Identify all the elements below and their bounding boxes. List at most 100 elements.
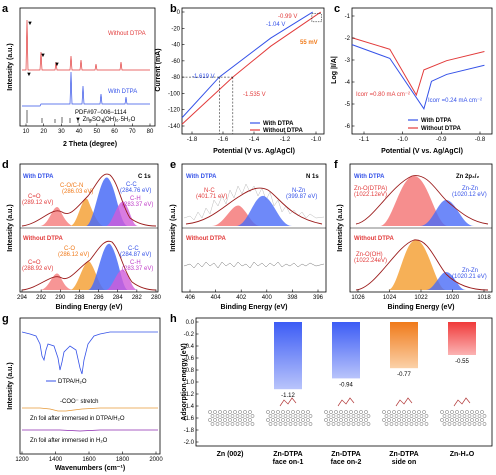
panel-f-top-peak-1: Zn-O(DTPA) (354, 186, 387, 192)
panel-d-bottom-peak-3-ev: (284.87 eV) (120, 252, 151, 258)
panel-f-top-peak-2-ev: (1020.12 eV) (452, 192, 487, 198)
panel-h-bar-value: -0.77 (397, 372, 411, 378)
panel-h-bar (448, 322, 476, 355)
panel-a-legend-top: Without DTPA (108, 31, 146, 37)
panel-e-xticks: 406 404 402 400 398 396 (185, 289, 324, 301)
panel-h-category-label: Zn (002) (217, 451, 244, 458)
panel-e-title: N 1s (306, 174, 319, 180)
panel-a-reference-sticks (26, 110, 104, 123)
panel-b-xlabel: Potential (V vs. Ag/AgCl) (213, 148, 295, 155)
panel-c-icorr-2: Icorr =0.24 mA cm⁻² (428, 98, 482, 104)
panel-a-label: a (2, 3, 9, 15)
panel-c-xticks: -1.1 -1.0 -0.9 -0.8 (359, 131, 486, 143)
panel-e-xtick-label: 404 (211, 295, 222, 301)
panel-h-ytick-label: -0.4 (184, 344, 195, 350)
panel-d-top-peak-1-ev: (286.03 eV) (62, 189, 93, 195)
panel-b-ytick-label: -60 (171, 59, 180, 65)
panel-c-xtick-label: -1.1 (359, 137, 370, 143)
panel-d-xticks: 294 292 290 288 286 284 282 280 (17, 289, 162, 301)
panel-f-label: f (334, 159, 338, 171)
panel-a-xtick-label: 40 (76, 129, 83, 135)
panel-d-xtick-label: 294 (17, 295, 28, 301)
panel-h-slab (208, 410, 255, 426)
panel-h-bars: -1.12 -0.94 -0.77 -0.55 (274, 322, 476, 399)
panel-h-ytick-label: -0.8 (184, 368, 195, 374)
panel-c-label: c (334, 3, 340, 15)
panel-c-ytick-label: -1 (345, 14, 351, 20)
panel-b-ann-v3: -1.619 V (192, 74, 215, 80)
panel-d-ylabel: Intensity (a.u.) (7, 204, 14, 251)
panel-h-ytick-label: -1.2 (184, 392, 195, 398)
panel-h-bar-value: -1.12 (281, 393, 295, 399)
panel-d-bottom-envelope (21, 240, 157, 291)
panel-a-xtick-label: 80 (147, 129, 154, 135)
panel-d-top-peak-3: C-C (126, 182, 137, 188)
panel-b-series-0 (181, 11, 313, 119)
panel-c-ytick-label: -2 (345, 36, 351, 42)
panel-a-xtick-label: 10 (23, 129, 30, 135)
panel-b-xtick-label: -1.6 (218, 137, 229, 143)
panel-c-series-1 (351, 37, 485, 97)
panel-g-xlabel: Wavenumbers (cm⁻¹) (55, 465, 125, 472)
panel-h-category-label: Zn-DTPA (331, 451, 360, 458)
panel-h-category-label: face on-1 (273, 459, 304, 466)
panel-b-ytick-label: -100 (168, 91, 181, 97)
panel-c-plot (351, 37, 485, 110)
panel-a-frame (19, 7, 156, 127)
panel-d-bottom-peak-1: C-O (64, 246, 75, 252)
panel-c-ytick-label: -5 (345, 102, 351, 108)
panel-b-xtick-label: -1.4 (249, 137, 260, 143)
panel-b-ann-mv: 55 mV (300, 40, 318, 46)
panel-a-xtick-label: 50 (94, 129, 101, 135)
panel-f-bottom-peak-1: Zn-O(OH) (356, 252, 383, 258)
panel-h-ytick-label: -1.8 (184, 428, 195, 434)
panel-a-ylabel: Intensity (a.u.) (7, 43, 14, 90)
panel-a: a ▼ ▼ ▼ ▼ Without DTPA With DTPA PDF#97−… (2, 3, 156, 148)
panel-g-frame (19, 317, 161, 455)
panel-c-yticks: -1 -2 -3 -4 -5 -6 (345, 14, 355, 130)
panel-b-legend-1: With DTPA (263, 121, 294, 127)
panel-a-marker-4: ▼ (26, 72, 32, 78)
panel-a-xlabel: 2 Theta (degree) (63, 141, 117, 148)
panel-b-frame (181, 7, 325, 135)
panel-h-category-label: Zn-DTPA (389, 451, 418, 458)
panel-a-marker-1: ▼ (27, 21, 33, 27)
panel-e-bottom-raw (183, 261, 325, 269)
panel-e-peak-1: N-C (204, 188, 215, 194)
panel-e-xtick-label: 398 (287, 295, 298, 301)
panel-a-pdf-label: PDF#97−006−1114 (75, 110, 127, 116)
panel-b-ytick-label: -140 (168, 124, 181, 130)
panel-f-top-label: With DTPA (354, 174, 385, 180)
panel-g-line3: Zn foil after immersed in H₂O (30, 438, 108, 444)
panel-f-top-peak-2: Zn-Zn (462, 186, 478, 192)
panel-c-series-0 (351, 44, 485, 110)
panel-b-ytick-label: -120 (168, 108, 181, 114)
panel-c-ytick-label: -6 (345, 124, 351, 130)
panel-d-bottom-peak-2-ev: (288.92 eV) (22, 266, 53, 272)
panel-c-ytick-label: -3 (345, 58, 351, 64)
panel-e-xtick-label: 402 (236, 295, 247, 301)
panel-b-ytick-label: -80 (171, 75, 180, 81)
panel-d-bottom-peak-3: C-C (128, 246, 139, 252)
panel-f-bottom-envelope (355, 239, 489, 291)
panel-b-ytick-label: -40 (171, 43, 180, 49)
panel-g-xticks: 1200 1400 1600 1800 2000 (15, 451, 163, 463)
panel-e-xlabel: Binding Energy (eV) (221, 304, 288, 311)
panel-c: c -1 -2 -3 -4 -5 -6 -1.1 -1.0 -0.9 -0.8 Icorr =0… (331, 3, 493, 155)
panel-h-category-label: Zn-DTPA (273, 451, 302, 458)
panel-g-xtick-label: 1800 (116, 457, 130, 463)
panel-e: e With DTPA N 1s N-C (401.71 eV) N-Zn (3… (170, 159, 327, 311)
panel-f-xtick-label: 1024 (383, 295, 397, 301)
panel-h-slab (440, 397, 487, 426)
panel-e-top-raw (183, 183, 325, 221)
panel-g-line2: Zn foil after immersed in DTPA/H₂O (30, 416, 125, 422)
panel-e-xtick-label: 406 (185, 295, 196, 301)
panel-b-xticks: -1.8 -1.6 -1.4 -1.2 -1.0 (187, 131, 322, 143)
panel-h-ytick-label: -1.6 (184, 416, 195, 422)
panel-g-dtpa-line (21, 331, 158, 375)
panel-h-bar (274, 322, 302, 390)
panel-b-ann-v2: -1.04 V (266, 22, 285, 28)
panel-b-ann-v4: -1.535 V (243, 92, 266, 98)
panel-e-xtick-label: 396 (313, 295, 324, 301)
